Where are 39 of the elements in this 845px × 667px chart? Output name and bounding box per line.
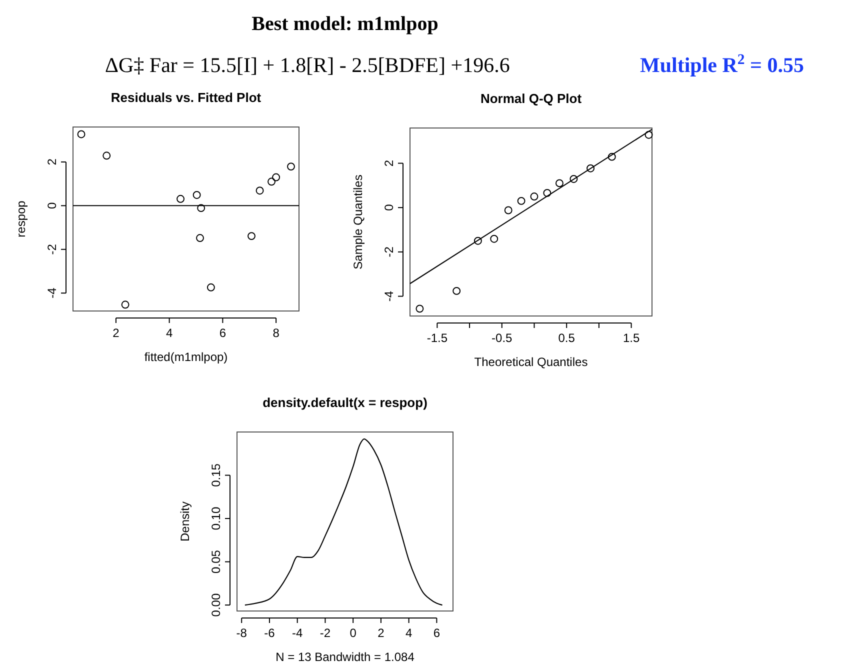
x-tick-label: 8 (272, 326, 280, 340)
text: Multiple R$^{2}$ = 0.55 (640, 52, 804, 77)
x-axis-title: N = 13 Bandwidth = 1.084 (276, 650, 415, 664)
chart-title: Residuals vs. Fitted Plot (110, 90, 262, 105)
y-tick-label: -2 (382, 246, 396, 258)
y-tick-label: -4 (45, 287, 59, 298)
x-tick-label: -8 (236, 626, 248, 640)
y-tick-label: 0.15 (209, 463, 223, 487)
y-axis-title: Density (178, 501, 192, 542)
x-tick-label: 0 (350, 626, 357, 640)
y-tick-label: -4 (382, 290, 396, 302)
y-tick-label: 2 (382, 160, 396, 167)
x-tick-label: 4 (405, 626, 412, 640)
x-axis-title: Theoretical Quantiles (474, 355, 588, 369)
x-tick-label: 2 (112, 326, 120, 340)
y-tick-label: 0.10 (209, 506, 223, 530)
x-tick-label: 6 (433, 626, 440, 640)
text: ΔG‡ Far = 15.5[I] + 1.8[R] - 2.5[BDFE] +196.6 (105, 53, 510, 77)
x-axis-title: fitted(m1mlpop) (144, 350, 228, 364)
x-tick-label: -1.5 (426, 331, 448, 345)
x-tick-label: -6 (264, 626, 276, 640)
x-tick-label: 4 (166, 326, 173, 340)
chart-title: density.default(x = respop) (262, 395, 428, 410)
x-tick-label: 0.5 (558, 331, 576, 345)
x-tick-label: -2 (320, 626, 331, 640)
y-tick-label: -2 (45, 244, 59, 255)
y-axis-title: Sample Quantiles (351, 174, 365, 270)
y-tick-label: 0 (45, 202, 59, 210)
y-tick-label: 0.00 (209, 593, 223, 617)
y-tick-label: 0.05 (209, 550, 223, 574)
x-tick-label: 1.5 (622, 331, 640, 345)
x-tick-label: -4 (292, 626, 303, 640)
text: Best model: m1mlpop (252, 13, 438, 35)
x-tick-label: -0.5 (492, 331, 513, 345)
y-tick-label: 0 (382, 204, 396, 211)
x-tick-label: 6 (219, 326, 226, 340)
y-tick-label: 2 (45, 158, 59, 166)
y-axis-title: respop (14, 200, 28, 238)
chart-title: Normal Q-Q Plot (480, 91, 582, 106)
